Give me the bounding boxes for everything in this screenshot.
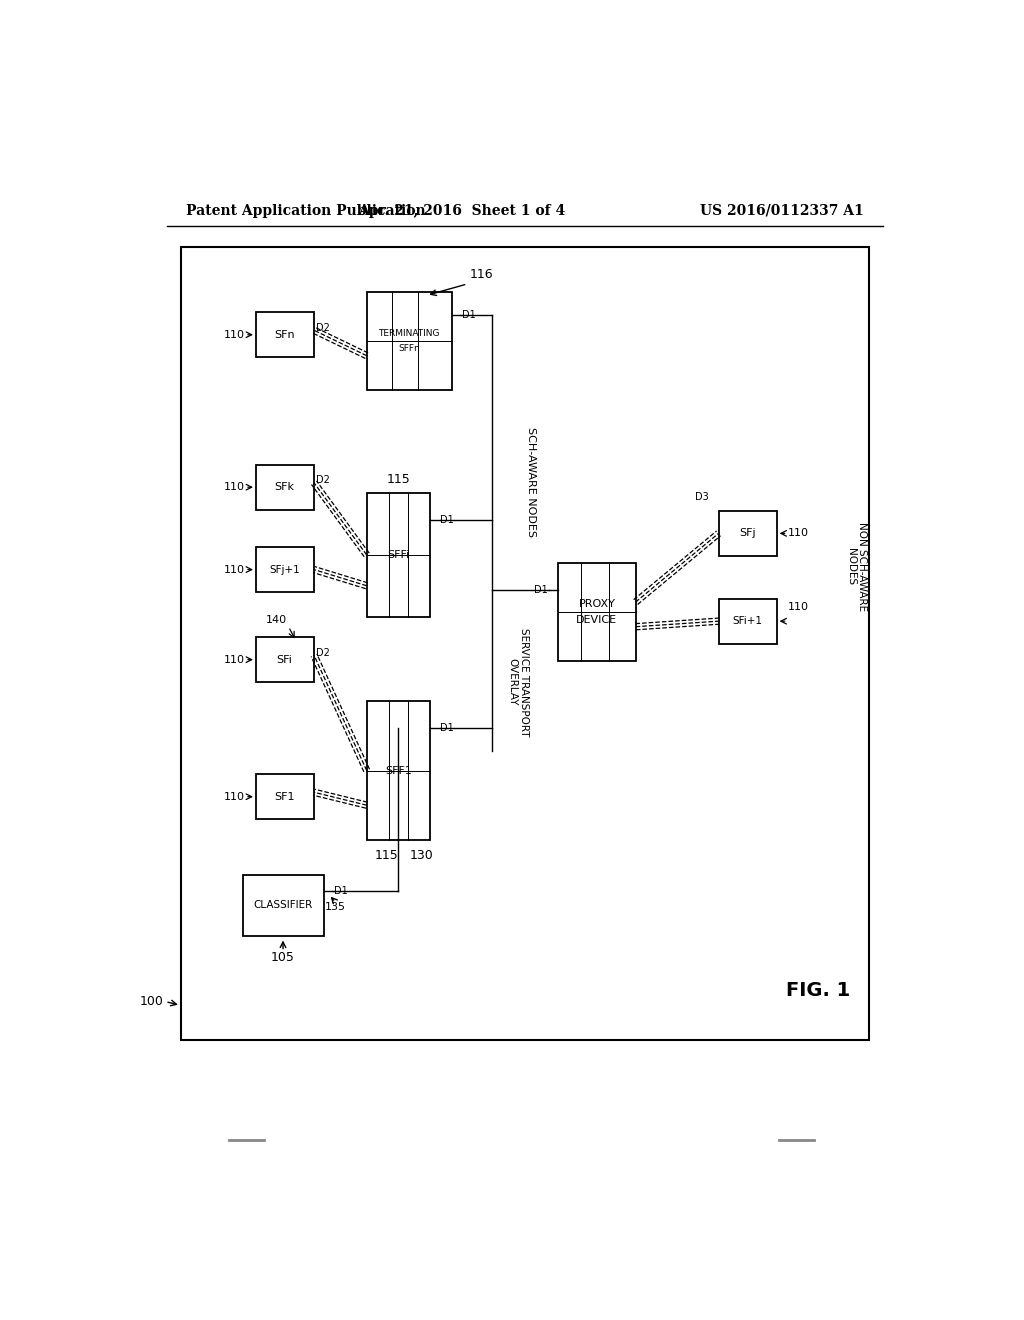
Text: FIG. 1: FIG. 1 xyxy=(785,981,850,999)
Text: D1: D1 xyxy=(535,585,548,594)
Text: Apr. 21, 2016  Sheet 1 of 4: Apr. 21, 2016 Sheet 1 of 4 xyxy=(357,203,565,218)
Text: D1: D1 xyxy=(334,887,348,896)
Text: 105: 105 xyxy=(271,952,295,964)
Text: D2: D2 xyxy=(316,648,330,657)
Bar xyxy=(719,511,776,556)
Text: Patent Application Publication: Patent Application Publication xyxy=(186,203,426,218)
Bar xyxy=(180,247,869,1040)
Bar xyxy=(256,775,314,818)
Text: 110: 110 xyxy=(223,482,245,492)
Text: SFi+1: SFi+1 xyxy=(732,616,762,626)
Bar xyxy=(558,562,636,661)
Bar xyxy=(367,292,452,391)
Text: CLASSIFIER: CLASSIFIER xyxy=(253,900,312,911)
Text: 135: 135 xyxy=(326,902,346,912)
Text: 110: 110 xyxy=(223,792,245,801)
Text: D1: D1 xyxy=(440,723,455,733)
Text: D2: D2 xyxy=(316,323,330,333)
Text: DEVICE: DEVICE xyxy=(577,615,617,624)
Text: SFi: SFi xyxy=(276,655,293,665)
Text: SFj: SFj xyxy=(739,528,756,539)
Bar xyxy=(256,313,314,358)
Text: SFF1: SFF1 xyxy=(385,766,412,776)
Text: SFn: SFn xyxy=(274,330,295,339)
Text: 115: 115 xyxy=(375,849,398,862)
Text: D1: D1 xyxy=(462,310,476,319)
Bar xyxy=(719,599,776,644)
Text: SFFi: SFFi xyxy=(387,550,410,560)
Bar xyxy=(367,494,430,616)
Text: SFFn: SFFn xyxy=(398,345,420,352)
Bar xyxy=(256,465,314,510)
Text: D3: D3 xyxy=(694,492,709,502)
Text: 110: 110 xyxy=(223,565,245,574)
Text: SERVICE TRANSPORT
OVERLAY: SERVICE TRANSPORT OVERLAY xyxy=(507,628,528,737)
Text: 116: 116 xyxy=(470,268,494,281)
Text: PROXY: PROXY xyxy=(579,599,615,610)
Text: 130: 130 xyxy=(410,849,433,862)
Text: SCH-AWARE NODES: SCH-AWARE NODES xyxy=(526,426,536,537)
Text: 140: 140 xyxy=(266,615,288,626)
Text: 110: 110 xyxy=(787,602,809,612)
Text: 110: 110 xyxy=(787,528,809,539)
Text: SFj+1: SFj+1 xyxy=(269,565,300,574)
Text: D2: D2 xyxy=(316,475,330,486)
Bar xyxy=(367,701,430,840)
Text: 110: 110 xyxy=(223,655,245,665)
Text: TERMINATING: TERMINATING xyxy=(379,329,440,338)
Text: US 2016/0112337 A1: US 2016/0112337 A1 xyxy=(700,203,864,218)
Text: 100: 100 xyxy=(139,995,163,1008)
Bar xyxy=(256,638,314,682)
Bar xyxy=(256,548,314,591)
Text: SF1: SF1 xyxy=(274,792,295,801)
Text: SFk: SFk xyxy=(274,482,295,492)
Text: NON SCH-AWARE
NODES: NON SCH-AWARE NODES xyxy=(846,521,867,611)
Text: 110: 110 xyxy=(223,330,245,339)
Text: 115: 115 xyxy=(387,473,411,486)
Bar xyxy=(243,874,324,936)
Text: D1: D1 xyxy=(440,515,455,525)
